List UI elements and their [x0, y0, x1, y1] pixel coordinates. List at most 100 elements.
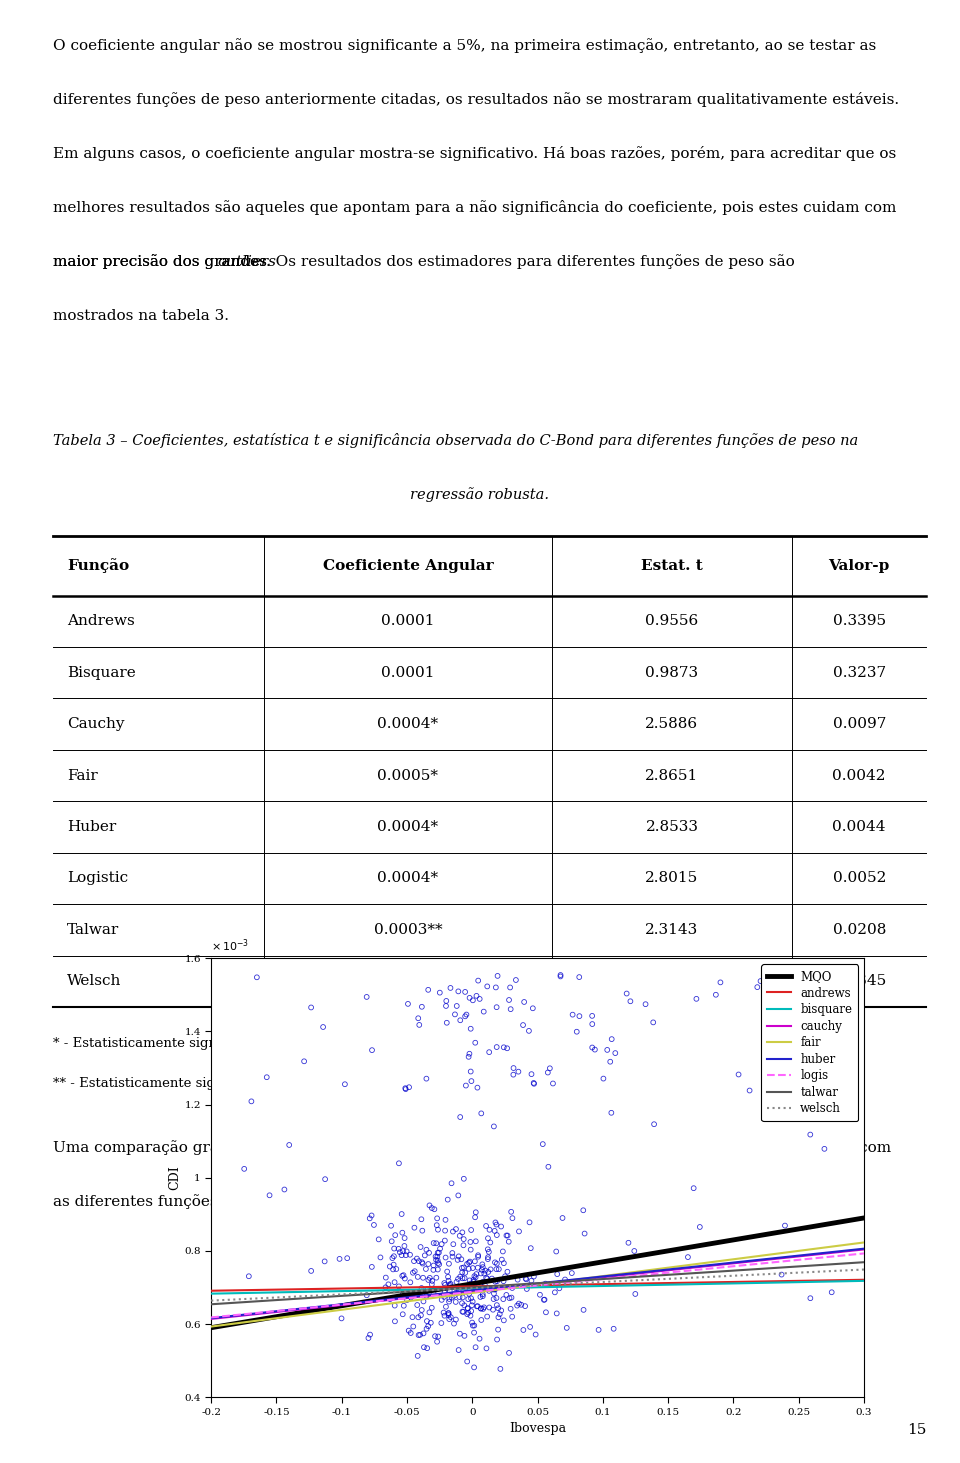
Point — [465, 1257, 480, 1280]
Point — [466, 989, 481, 1012]
Point — [490, 964, 505, 988]
Point — [424, 1273, 440, 1296]
Point — [457, 1293, 472, 1317]
Point — [492, 1358, 508, 1381]
Point — [458, 980, 473, 1004]
Point — [480, 1248, 495, 1271]
Point — [488, 1270, 503, 1293]
Point — [402, 1244, 418, 1267]
Point — [431, 1241, 446, 1264]
Point — [437, 1280, 452, 1304]
Point — [452, 1265, 468, 1289]
Point — [396, 1302, 411, 1325]
Point — [405, 1305, 420, 1328]
Point — [459, 1002, 474, 1026]
Point — [450, 1248, 466, 1271]
Point — [415, 1219, 430, 1242]
Point — [464, 1219, 479, 1242]
Point — [512, 1292, 527, 1315]
Point — [496, 1270, 512, 1293]
Text: Bisquare: Bisquare — [67, 666, 136, 680]
Point — [540, 1156, 556, 1179]
Point — [420, 1252, 436, 1276]
Point — [442, 1290, 457, 1314]
Point — [468, 1206, 483, 1229]
Point — [518, 1267, 534, 1290]
Point — [480, 1267, 495, 1290]
Text: Andrews: Andrews — [67, 614, 135, 628]
Point — [362, 1323, 377, 1346]
Text: outliers: outliers — [217, 255, 276, 269]
Text: 0.0044: 0.0044 — [832, 819, 886, 834]
Point — [430, 1249, 445, 1273]
Point — [466, 1314, 481, 1337]
Point — [436, 1301, 451, 1324]
Point — [588, 1037, 603, 1061]
Point — [455, 1286, 470, 1309]
Text: 15: 15 — [907, 1422, 926, 1437]
Y-axis label: CDI: CDI — [169, 1166, 181, 1189]
Point — [500, 1225, 516, 1248]
Point — [386, 1252, 401, 1276]
Text: Em alguns casos, o coeficiente angular mostra-se significativo. Há boas razões, : Em alguns casos, o coeficiente angular m… — [53, 146, 896, 161]
Point — [389, 1257, 404, 1280]
Point — [465, 1293, 480, 1317]
Point — [410, 1293, 425, 1317]
Point — [438, 1219, 453, 1242]
Text: 0.0052: 0.0052 — [832, 872, 886, 885]
Point — [468, 1263, 484, 1286]
Point — [429, 1265, 444, 1289]
Point — [462, 1249, 477, 1273]
Point — [524, 1268, 540, 1292]
Point — [569, 1020, 585, 1043]
Point — [608, 1042, 623, 1065]
Point — [465, 1311, 480, 1334]
Point — [484, 1267, 499, 1290]
Point — [491, 1305, 506, 1328]
Point — [553, 964, 568, 988]
Text: Coeficiente Angular: Coeficiente Angular — [323, 559, 493, 573]
Point — [585, 1036, 600, 1059]
Point — [486, 1298, 501, 1321]
Point — [753, 970, 768, 993]
Point — [505, 1305, 520, 1328]
Point — [464, 1286, 479, 1309]
Point — [458, 1074, 473, 1097]
Point — [419, 1285, 434, 1308]
Point — [478, 1258, 493, 1282]
Point — [439, 1011, 454, 1034]
Point — [494, 1248, 510, 1271]
Point — [553, 963, 568, 986]
Point — [432, 980, 447, 1004]
Text: Fair: Fair — [67, 768, 98, 783]
Point — [378, 1276, 394, 1299]
Point — [450, 1277, 466, 1301]
Point — [419, 1317, 434, 1340]
Point — [708, 983, 724, 1007]
Point — [441, 1304, 456, 1327]
Point — [499, 1223, 515, 1246]
Point — [303, 996, 319, 1020]
Point — [419, 1285, 434, 1308]
Point — [414, 995, 429, 1018]
Point — [468, 1229, 484, 1252]
Point — [502, 976, 517, 999]
Point — [362, 1207, 377, 1230]
Point — [448, 1308, 464, 1331]
Point — [488, 1251, 503, 1274]
Point — [518, 1267, 534, 1290]
Point — [392, 1151, 407, 1175]
Text: as diferentes funções peso utilizadas no modelo de regressão encontra-se abaixo: as diferentes funções peso utilizadas no… — [53, 1194, 678, 1208]
Text: 0.0003**: 0.0003** — [373, 923, 443, 936]
Point — [395, 1264, 410, 1287]
Point — [441, 1302, 456, 1325]
Point — [525, 996, 540, 1020]
Point — [824, 1280, 839, 1304]
Point — [396, 1239, 411, 1263]
Point — [470, 1244, 486, 1267]
Point — [473, 1296, 489, 1320]
Point — [475, 1283, 491, 1306]
Point — [465, 1290, 480, 1314]
Point — [416, 1290, 431, 1314]
Point — [426, 1254, 442, 1277]
